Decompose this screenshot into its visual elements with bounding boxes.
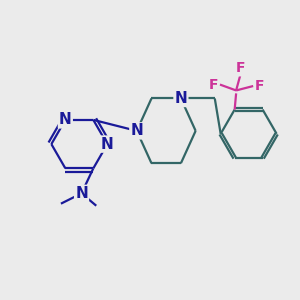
Text: N: N: [130, 123, 143, 138]
Text: N: N: [59, 112, 72, 128]
Text: F: F: [236, 61, 245, 75]
Text: N: N: [75, 186, 88, 201]
Text: N: N: [175, 91, 187, 106]
Text: F: F: [209, 78, 218, 92]
Text: N: N: [101, 136, 114, 152]
Text: F: F: [255, 79, 264, 93]
